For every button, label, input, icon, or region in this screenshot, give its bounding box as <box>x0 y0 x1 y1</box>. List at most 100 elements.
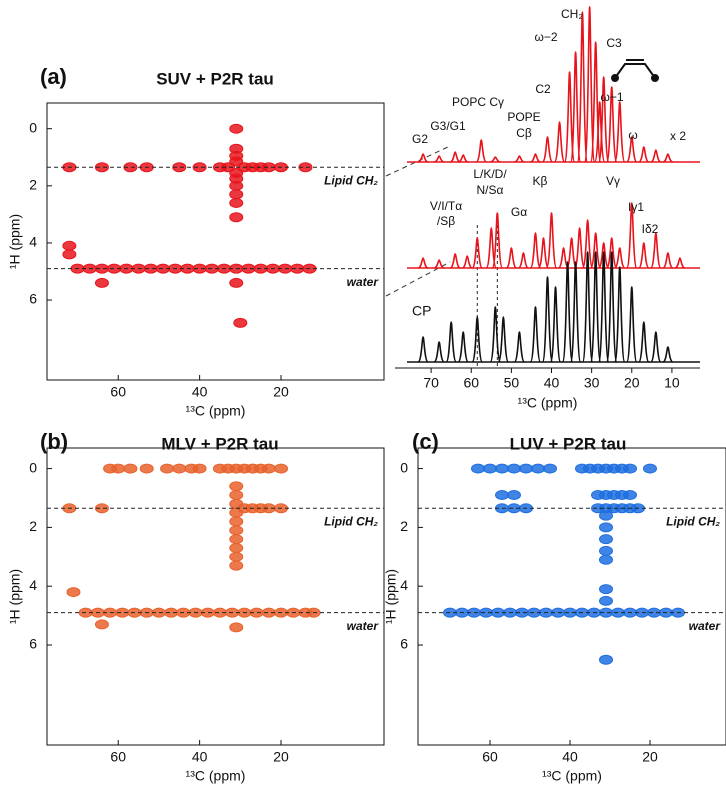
zoom-line <box>385 145 451 177</box>
peak <box>561 261 574 363</box>
peak <box>599 654 613 665</box>
peak <box>581 251 594 363</box>
peak <box>599 584 613 595</box>
peak <box>229 542 244 553</box>
x-axis-label: ¹³C (ppm) <box>186 768 246 784</box>
peak <box>229 189 244 200</box>
peak <box>433 341 445 363</box>
peak <box>449 253 461 269</box>
peak <box>172 463 187 474</box>
peak <box>471 463 485 474</box>
x-axis-label: ¹³C (ppm) <box>518 395 578 411</box>
annotation: CH₂ <box>561 7 583 21</box>
panel-title: LUV + P2R tau <box>510 434 627 453</box>
peak <box>94 503 109 514</box>
peak <box>599 510 613 521</box>
icon-dot <box>651 74 659 82</box>
peak <box>123 463 138 474</box>
annotation: Iγ1 <box>628 200 644 214</box>
annotation: L/K/D/ <box>473 167 507 181</box>
annotation: ω−2 <box>534 30 557 44</box>
x-tick-label: 60 <box>110 384 126 400</box>
peak <box>650 331 662 363</box>
peak <box>495 463 509 474</box>
y-tick-label: 0 <box>400 459 408 475</box>
peak <box>573 227 586 269</box>
peak <box>597 76 610 163</box>
annotation: x 2 <box>670 129 686 143</box>
peak <box>518 252 529 269</box>
y-tick-label: 0 <box>29 119 37 135</box>
peak <box>514 155 525 163</box>
series-label: CP <box>412 303 431 319</box>
peak <box>625 286 638 363</box>
annotation: Vγ <box>606 174 620 188</box>
peak <box>229 516 244 527</box>
annotation: ω <box>628 128 637 142</box>
peak <box>599 554 613 565</box>
y-axis-label: ¹H (ppm) <box>7 569 23 624</box>
ref-label: Lipid CH₂ <box>666 514 720 528</box>
annotation: ω−1 <box>600 90 623 104</box>
peak <box>417 153 429 163</box>
y-tick-label: 6 <box>29 291 37 307</box>
ref-label: Lipid CH₂ <box>324 514 378 528</box>
y-tick-label: 2 <box>29 518 37 534</box>
peak <box>445 321 457 363</box>
peak <box>229 551 244 562</box>
y-tick-label: 6 <box>29 636 37 652</box>
decor <box>385 145 451 297</box>
peak <box>458 154 469 163</box>
peak <box>613 101 626 163</box>
peak <box>553 121 566 163</box>
plot-frame <box>46 447 385 746</box>
ref-label: Lipid CH₂ <box>324 173 378 187</box>
peak <box>491 212 504 269</box>
peak <box>123 162 138 173</box>
peak <box>94 277 109 288</box>
annotation: Cβ <box>516 126 532 140</box>
x-axis-label: ¹³C (ppm) <box>542 768 602 784</box>
peak <box>529 306 542 363</box>
peak <box>614 247 626 269</box>
peak <box>229 212 244 223</box>
peak <box>417 336 429 363</box>
peak <box>662 346 674 363</box>
y-tick-label: 2 <box>29 177 37 193</box>
panel-label: (a) <box>40 64 67 89</box>
annotation: V/I/Tα <box>430 199 462 213</box>
peak <box>507 463 521 474</box>
annotation: C3 <box>606 36 622 50</box>
peak <box>461 255 473 269</box>
peak <box>229 123 244 134</box>
peak <box>662 252 674 269</box>
x-tick-label: 50 <box>504 375 520 391</box>
annotation: G2 <box>412 132 428 146</box>
peak <box>229 481 244 492</box>
ref-label: water <box>347 619 380 633</box>
peak <box>94 619 109 630</box>
peak <box>221 162 236 173</box>
peak <box>483 463 497 474</box>
peak <box>605 251 618 363</box>
annotation: N/Sα <box>477 183 504 197</box>
peak <box>569 261 582 363</box>
peak <box>605 237 618 269</box>
icon-line <box>614 63 656 79</box>
peak <box>597 242 610 269</box>
peak <box>490 156 501 163</box>
peak <box>613 266 626 363</box>
peak <box>605 86 618 163</box>
peak <box>643 463 657 474</box>
peak <box>94 162 109 173</box>
annotation: Kβ <box>533 174 548 188</box>
peak <box>599 522 613 533</box>
peak <box>581 219 594 269</box>
peak <box>638 321 650 363</box>
peak <box>111 463 126 474</box>
y-tick-label: 4 <box>400 577 408 593</box>
peak <box>650 149 662 163</box>
x-tick-label: 20 <box>642 749 658 765</box>
peak <box>589 251 602 363</box>
